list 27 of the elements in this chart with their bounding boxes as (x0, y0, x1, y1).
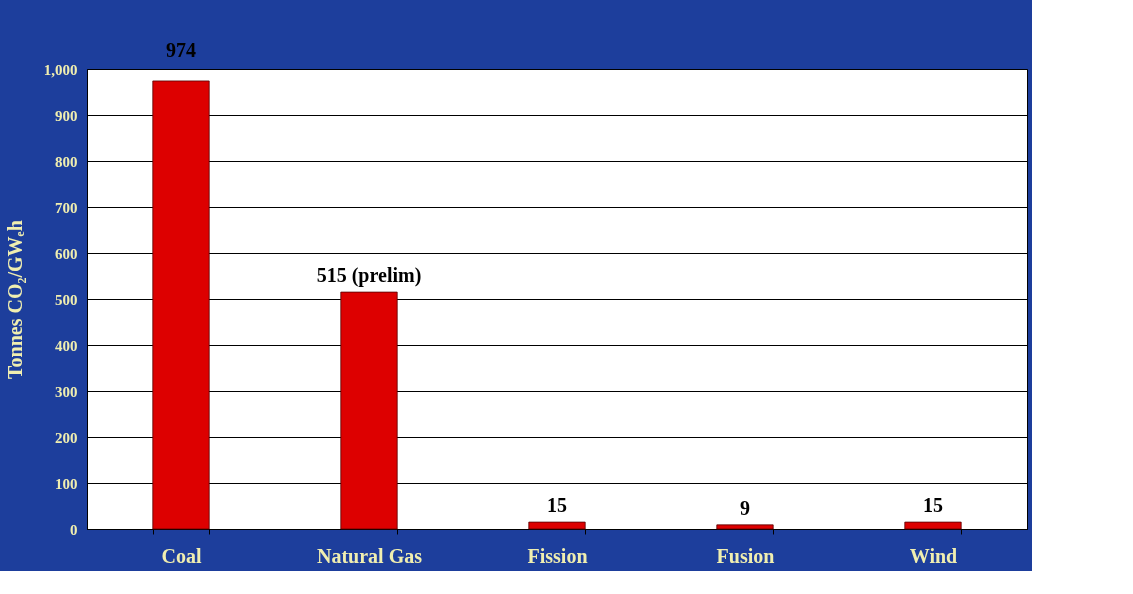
bar (340, 291, 398, 530)
y-tick-label: 700 (55, 199, 78, 216)
y-axis-title: Tonnes CO₂/GWₑh (3, 220, 26, 379)
data-label: 9 (740, 496, 750, 519)
bar (716, 524, 774, 530)
x-tick-label: Fusion (716, 544, 775, 567)
y-tick-label: 100 (55, 475, 78, 492)
y-tick-label: 500 (55, 291, 78, 308)
bar (528, 521, 586, 530)
data-label: 15 (547, 494, 567, 517)
bar (152, 80, 210, 530)
y-tick-label: 800 (55, 153, 78, 170)
data-label: 974 (166, 38, 196, 61)
y-tick-label: 200 (55, 429, 78, 446)
x-tick-label: Natural Gas (317, 544, 423, 567)
y-tick-label: 400 (55, 337, 78, 354)
data-label: 15 (923, 494, 943, 517)
y-tick-label: 0 (70, 521, 78, 538)
bar (904, 521, 962, 530)
data-label: 515 (prelim) (316, 264, 422, 288)
y-tick-label: 600 (55, 245, 78, 262)
x-tick-label: Coal (161, 544, 202, 567)
x-tick-label: Fission (527, 544, 588, 567)
x-tick-label: Wind (909, 544, 958, 567)
y-tick-label: 1,000 (43, 61, 78, 78)
y-tick-label: 300 (55, 383, 78, 400)
y-tick-label: 900 (55, 107, 78, 124)
